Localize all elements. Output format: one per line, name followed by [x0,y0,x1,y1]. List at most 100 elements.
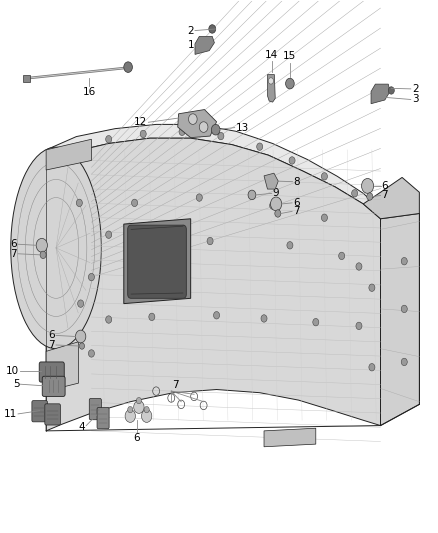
Circle shape [339,252,345,260]
Text: 8: 8 [293,176,300,187]
Ellipse shape [11,147,101,349]
Text: 2: 2 [187,26,194,36]
Circle shape [313,318,319,326]
Text: 7: 7 [293,206,300,216]
Polygon shape [46,138,381,431]
Text: 6: 6 [11,239,17,249]
Polygon shape [178,110,216,138]
Circle shape [207,237,213,245]
Circle shape [275,210,281,217]
Circle shape [106,231,112,238]
Circle shape [287,241,293,249]
Circle shape [321,214,328,221]
Polygon shape [56,150,92,346]
Circle shape [248,190,256,200]
Circle shape [212,124,220,135]
Circle shape [261,315,267,322]
Circle shape [352,190,358,197]
Text: 6: 6 [134,433,140,443]
Text: 4: 4 [79,422,85,432]
Circle shape [36,238,47,252]
Circle shape [218,132,224,140]
Text: 3: 3 [412,94,419,104]
Circle shape [289,157,295,164]
Circle shape [127,407,133,413]
Text: 5: 5 [13,379,19,389]
Circle shape [78,300,84,308]
Text: 7: 7 [11,249,17,259]
Circle shape [369,284,375,292]
Circle shape [401,257,407,265]
Circle shape [88,350,95,357]
Circle shape [106,135,112,143]
Circle shape [124,62,132,72]
Polygon shape [195,36,214,54]
Polygon shape [124,219,191,304]
Circle shape [214,312,219,319]
Polygon shape [46,342,78,391]
Text: 7: 7 [173,379,179,390]
Polygon shape [46,124,381,219]
Polygon shape [363,177,419,219]
Circle shape [79,343,85,349]
Circle shape [401,358,407,366]
Circle shape [271,197,282,211]
Circle shape [188,114,197,124]
Circle shape [286,78,294,89]
FancyBboxPatch shape [39,362,64,382]
Circle shape [196,194,202,201]
Polygon shape [130,225,184,296]
Polygon shape [381,214,419,425]
Circle shape [321,173,328,180]
Text: 10: 10 [6,367,19,376]
Text: 6: 6 [381,181,388,191]
Circle shape [369,364,375,371]
Text: 11: 11 [4,409,17,419]
FancyBboxPatch shape [45,404,60,425]
Circle shape [270,202,276,209]
Circle shape [361,179,374,193]
Text: 12: 12 [134,117,148,127]
Text: 14: 14 [265,50,279,60]
FancyBboxPatch shape [89,399,101,419]
FancyBboxPatch shape [97,408,109,429]
Text: 6: 6 [293,198,300,208]
Text: 1: 1 [187,40,194,50]
Circle shape [209,25,215,33]
Circle shape [40,251,46,259]
FancyBboxPatch shape [32,401,47,422]
Circle shape [131,199,138,207]
Circle shape [356,322,362,329]
Circle shape [401,305,407,313]
FancyBboxPatch shape [42,376,65,397]
Circle shape [76,199,82,207]
Polygon shape [268,75,275,102]
Circle shape [141,410,152,422]
Text: 7: 7 [49,340,55,350]
Circle shape [136,398,141,404]
FancyBboxPatch shape [127,225,186,298]
Circle shape [125,410,135,422]
Circle shape [367,193,373,200]
Polygon shape [371,84,390,104]
Circle shape [268,78,273,84]
Circle shape [179,128,185,135]
Polygon shape [264,173,278,189]
Circle shape [199,122,208,132]
Text: 9: 9 [272,188,279,198]
Circle shape [88,273,95,281]
Polygon shape [23,75,30,82]
Circle shape [356,263,362,270]
Circle shape [388,87,394,94]
Text: 6: 6 [49,330,55,341]
Text: 2: 2 [412,84,419,94]
Circle shape [140,130,146,138]
Circle shape [134,401,144,414]
Polygon shape [264,428,316,447]
Circle shape [106,316,112,323]
Circle shape [144,407,149,413]
Circle shape [75,330,86,343]
Polygon shape [46,139,92,170]
Text: 16: 16 [83,87,96,98]
Circle shape [149,313,155,320]
